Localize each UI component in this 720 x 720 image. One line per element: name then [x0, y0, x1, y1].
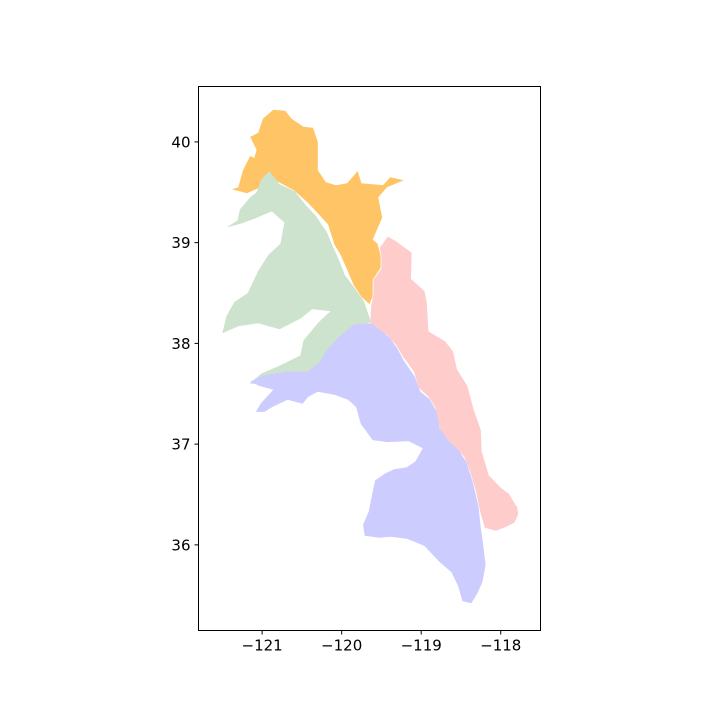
- x-axis: −121 −120 −119 −118: [242, 630, 521, 655]
- x-tick-label: −118: [480, 637, 521, 655]
- plot-frame: [198, 86, 541, 631]
- region-west: [222, 171, 372, 384]
- region-north: [231, 109, 404, 305]
- y-tick-label: 40: [171, 133, 190, 151]
- regions-layer: [222, 109, 519, 604]
- y-tick-label: 38: [171, 335, 190, 353]
- region-south: [250, 323, 486, 604]
- y-tick-label: 36: [171, 536, 190, 554]
- x-tick-label: −119: [401, 637, 442, 655]
- y-tick-label: 39: [171, 234, 190, 252]
- region-east: [370, 236, 519, 531]
- x-tick-label: −120: [321, 637, 362, 655]
- y-tick-label: 37: [171, 436, 190, 454]
- x-tick-label: −121: [242, 637, 283, 655]
- y-axis: 36 37 38 39 40: [171, 133, 199, 554]
